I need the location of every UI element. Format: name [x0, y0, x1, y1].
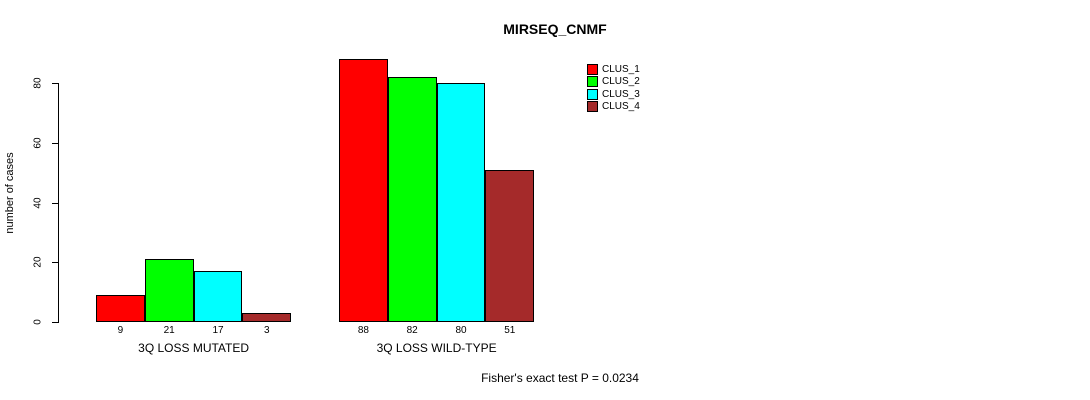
bar-value-label: 82	[406, 325, 418, 336]
legend: CLUS_1 CLUS_2 CLUS_3 CLUS_4	[587, 63, 640, 113]
bar-clus-1	[96, 295, 145, 322]
legend-item: CLUS_3	[587, 88, 640, 101]
legend-item: CLUS_1	[587, 63, 640, 76]
category-label: 3Q LOSS MUTATED	[138, 341, 250, 355]
y-axis-tick	[52, 202, 58, 204]
bar-value-label: 9	[117, 325, 124, 336]
bar-value-label: 51	[504, 325, 516, 336]
bar-clus-3	[436, 83, 486, 322]
bar-value-label: 80	[455, 325, 467, 336]
y-axis-tick-label: 80	[32, 77, 44, 89]
y-axis-tick-label: 20	[32, 256, 44, 268]
bar-clus-3	[193, 271, 243, 322]
legend-label: CLUS_1	[602, 63, 640, 75]
y-axis-tick	[52, 83, 58, 84]
legend-item: CLUS_4	[587, 101, 640, 114]
y-axis-label: number of cases	[4, 152, 16, 234]
bar-value-label: 21	[163, 325, 175, 336]
y-axis-tick	[52, 262, 58, 264]
stat-annotation: Fisher's exact test P = 0.0234	[481, 371, 639, 385]
bar-clus-2	[387, 77, 437, 322]
chart-title: MIRSEQ_CNMF	[503, 21, 607, 37]
bar-clus-2	[144, 259, 194, 322]
y-axis-tick	[52, 322, 58, 323]
y-axis-line	[58, 83, 59, 323]
bar-value-label: 88	[357, 325, 369, 336]
legend-label: CLUS_3	[602, 88, 640, 100]
legend-swatch-icon	[587, 76, 598, 88]
bar-value-label: 3	[264, 325, 270, 336]
legend-item: CLUS_2	[587, 76, 640, 89]
legend-swatch-icon	[587, 88, 598, 100]
category-label: 3Q LOSS WILD-TYPE	[376, 341, 497, 355]
bar-clus-4	[242, 313, 292, 322]
legend-swatch-icon	[587, 63, 598, 75]
legend-swatch-icon	[587, 101, 598, 113]
legend-label: CLUS_4	[602, 101, 640, 113]
bar-clus-1	[339, 59, 388, 322]
y-axis-tick-label: 60	[32, 137, 44, 149]
bar-clus-4	[485, 169, 535, 322]
y-axis-tick-label: 0	[32, 319, 44, 325]
legend-label: CLUS_2	[602, 76, 640, 88]
bar-value-label: 17	[212, 325, 224, 336]
y-axis-tick	[52, 142, 58, 144]
y-axis-tick-label: 40	[32, 196, 44, 209]
